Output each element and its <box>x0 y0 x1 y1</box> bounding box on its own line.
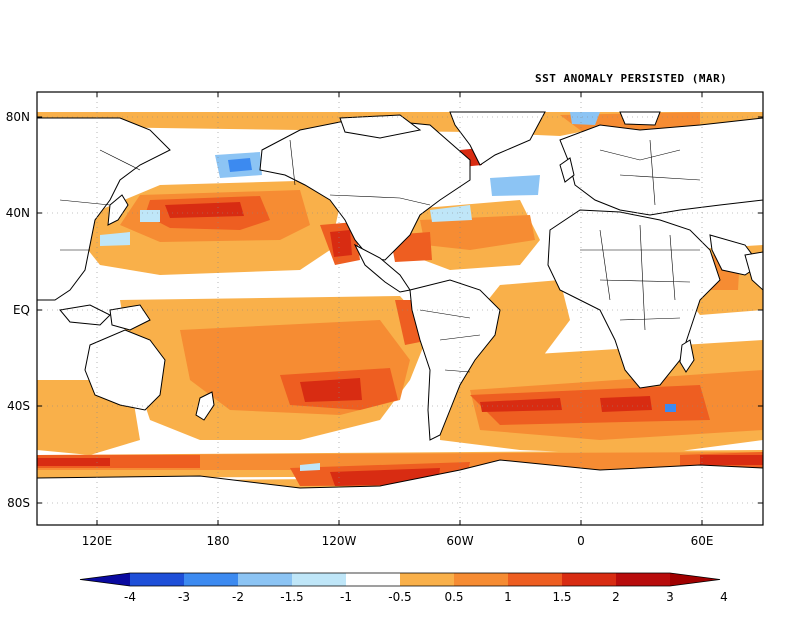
colorbar-segment <box>80 573 130 586</box>
lon-label: 120E <box>82 534 113 548</box>
lon-label: 0 <box>577 534 585 548</box>
anomaly-field <box>37 92 763 525</box>
colorbar-label: 3 <box>666 590 674 604</box>
lon-label: 60E <box>691 534 714 548</box>
map-border <box>36 91 764 526</box>
new-zealand-land <box>195 391 215 421</box>
colorbar-label: 1 <box>504 590 512 604</box>
australia-land <box>84 329 166 411</box>
graticule <box>37 92 763 525</box>
colorbar-segment <box>508 573 563 586</box>
colorbar: -4 -3 -2 -1.5 -1 -0.5 0.5 1 1.5 2 3 4 <box>79 572 728 604</box>
lon-labels: 120E 180 120W 60W 0 60E <box>82 534 714 548</box>
country-borders <box>59 139 701 373</box>
colorbar-label: 2 <box>612 590 620 604</box>
colorbar-label: -2 <box>232 590 244 604</box>
asia-land <box>37 117 171 301</box>
colorbar-label: -1.5 <box>280 590 303 604</box>
north-america-land <box>259 117 471 261</box>
colorbar-label: -3 <box>178 590 190 604</box>
colorbar-segment <box>184 573 239 586</box>
europe-land <box>559 117 763 216</box>
colorbar-label: 0.5 <box>444 590 463 604</box>
lon-label: 120W <box>322 534 357 548</box>
map-title: SST ANOMALY PERSISTED (MAR) <box>535 72 728 85</box>
lat-label: 40N <box>6 206 30 220</box>
colorbar-segment <box>238 573 293 586</box>
lat-label: EQ <box>13 303 30 317</box>
colorbar-label: -1 <box>340 590 352 604</box>
colorbar-label: 4 <box>720 590 728 604</box>
colorbar-label: 1.5 <box>552 590 571 604</box>
colorbar-segment <box>616 573 671 586</box>
lon-label: 60W <box>446 534 473 548</box>
colorbar-segment <box>400 573 455 586</box>
colorbar-segment <box>346 573 401 586</box>
lon-label: 180 <box>207 534 230 548</box>
axis-ticks <box>37 92 763 525</box>
land-masses <box>37 111 763 525</box>
colorbar-segment <box>130 573 185 586</box>
south-america-land <box>409 279 501 441</box>
greenland-land <box>449 111 546 166</box>
antarctica-land <box>37 459 763 525</box>
colorbar-segment <box>670 573 720 586</box>
colorbar-segment <box>562 573 617 586</box>
colorbar-outline <box>79 572 721 587</box>
colorbar-label: -4 <box>124 590 136 604</box>
colorbar-segment <box>292 573 347 586</box>
japan-land <box>107 194 129 226</box>
colorbar-label: -0.5 <box>388 590 411 604</box>
lat-label: 80S <box>7 496 30 510</box>
lat-labels: 80N 40N EQ 40S 80S <box>6 110 30 510</box>
lat-label: 80N <box>6 110 30 124</box>
lat-label: 40S <box>7 399 30 413</box>
anomaly-blue-regions <box>100 112 676 471</box>
colorbar-segment <box>454 573 509 586</box>
